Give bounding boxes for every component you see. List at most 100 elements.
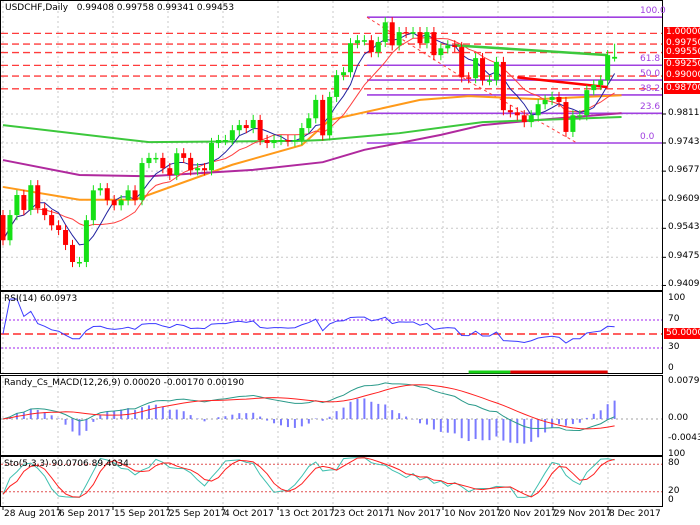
stoch-panel — [0, 456, 663, 507]
bullish-candle — [542, 99, 548, 105]
bullish-candle — [139, 163, 145, 201]
bullish-candle — [396, 32, 402, 46]
ma_100-line — [2, 112, 622, 178]
date-tick-label: 13 Oct 2017 — [279, 509, 335, 519]
bullish-candle — [605, 55, 611, 81]
bearish-candle — [243, 125, 249, 129]
macd-line — [2, 382, 615, 432]
macd-tick-label: 0.00 — [668, 413, 689, 423]
rsi-tick-label: 30 — [668, 342, 680, 352]
bullish-candle — [334, 75, 340, 97]
bullish-candle — [278, 140, 284, 142]
rsi-panel — [0, 291, 663, 374]
bearish-candle — [500, 61, 506, 111]
level-price-label: 0.98700 — [664, 82, 700, 94]
bullish-candle — [341, 72, 347, 76]
date-tick-label: 20 Nov 2017 — [499, 509, 557, 519]
date-tick-label: 29 Nov 2017 — [554, 509, 612, 519]
bullish-candle — [28, 185, 34, 210]
bearish-candle — [202, 168, 208, 171]
bullish-candle — [570, 115, 576, 132]
bullish-candle — [361, 40, 367, 42]
level-price-label: 1.00000 — [664, 27, 700, 39]
bullish-candle — [209, 143, 214, 171]
date-tick-label: 8 Dec 2017 — [609, 509, 661, 519]
bearish-candle — [563, 102, 569, 132]
level-price-label: 0.99750 — [664, 38, 700, 50]
bearish-candle — [320, 99, 326, 136]
bearish-candle — [507, 110, 513, 113]
bearish-candle — [431, 32, 437, 56]
bearish-candle — [167, 168, 173, 175]
bullish-candle — [76, 261, 82, 264]
fibonacci-level-label: 23.6 — [640, 102, 661, 113]
macd-tick-label: 0.00797 — [668, 376, 700, 386]
bullish-candle — [549, 96, 555, 100]
symbol-label: USDCHF,Daily — [5, 3, 69, 13]
bearish-candle — [181, 153, 187, 158]
bearish-candle — [42, 208, 48, 216]
bearish-candle — [389, 22, 395, 46]
bullish-candle — [348, 43, 353, 73]
bullish-candle — [577, 115, 583, 117]
bullish-candle — [118, 200, 124, 206]
bearish-candle — [480, 58, 486, 81]
bullish-candle — [299, 128, 305, 141]
date-tick-label: 1 Nov 2017 — [389, 509, 441, 519]
bullish-candle — [327, 96, 333, 136]
rsi-title: RSI(14) 60.0973 — [4, 294, 78, 304]
bullish-candle — [97, 188, 103, 191]
bearish-candle — [160, 157, 166, 169]
bullish-candle — [236, 125, 242, 131]
bullish-candle — [493, 61, 499, 81]
bullish-candle — [438, 48, 444, 56]
bearish-candle — [63, 230, 69, 245]
bearish-candle — [459, 47, 465, 78]
fibonacci-level-label: 61.8 — [640, 54, 661, 65]
bearish-candle — [104, 188, 110, 201]
bearish-candle — [556, 96, 562, 103]
bearish-candle — [257, 119, 263, 141]
price-tick-label: 0.94090 — [668, 279, 700, 290]
bearish-candle — [521, 115, 527, 123]
chart-header: USDCHF,Daily 0.99408 0.99758 0.99341 0.9… — [5, 3, 234, 13]
date-tick-label: 28 Aug 2017 — [4, 509, 62, 519]
bearish-candle — [188, 157, 194, 171]
ma-5-line — [2, 32, 616, 246]
bullish-candle — [125, 190, 131, 201]
bearish-candle — [264, 140, 270, 144]
bearish-candle — [403, 32, 409, 34]
bearish-candle — [417, 32, 423, 44]
date-tick-label: 10 Nov 2017 — [444, 509, 502, 519]
bullish-candle — [195, 168, 201, 171]
bullish-candle — [90, 190, 96, 221]
bullish-candle — [591, 84, 597, 91]
bearish-candle — [111, 200, 117, 206]
bearish-candle — [452, 45, 458, 48]
bullish-candle — [14, 195, 20, 216]
macd-title: Randy_Cs_MACD(12,26,9) 0.00020 -0.00170 … — [4, 378, 245, 388]
bullish-candle — [174, 153, 180, 175]
stoch-d-line — [2, 457, 615, 498]
bullish-candle — [313, 99, 319, 119]
level-price-label: 0.99000 — [664, 70, 700, 82]
rsi-tick-label: 70 — [668, 314, 680, 324]
stoch-title: Sto(5,3,3) 90.0706 89.4034 — [4, 459, 129, 469]
date-tick-label: 6 Sep 2017 — [59, 509, 111, 519]
bullish-candle — [354, 40, 360, 44]
bullish-candle — [535, 104, 541, 116]
rsi-tick-label: 0 — [668, 363, 674, 373]
stoch-k-line — [2, 457, 615, 498]
bullish-candle — [487, 80, 492, 82]
bearish-candle — [56, 225, 62, 231]
stoch-tick-label: 100 — [668, 449, 686, 459]
stoch-tick-label: 80 — [668, 458, 680, 469]
date-tick-label: 15 Sep 2017 — [114, 509, 172, 519]
fibonacci-level-label: 0.0 — [640, 132, 655, 142]
date-tick-label: 4 Oct 2017 — [224, 509, 274, 519]
